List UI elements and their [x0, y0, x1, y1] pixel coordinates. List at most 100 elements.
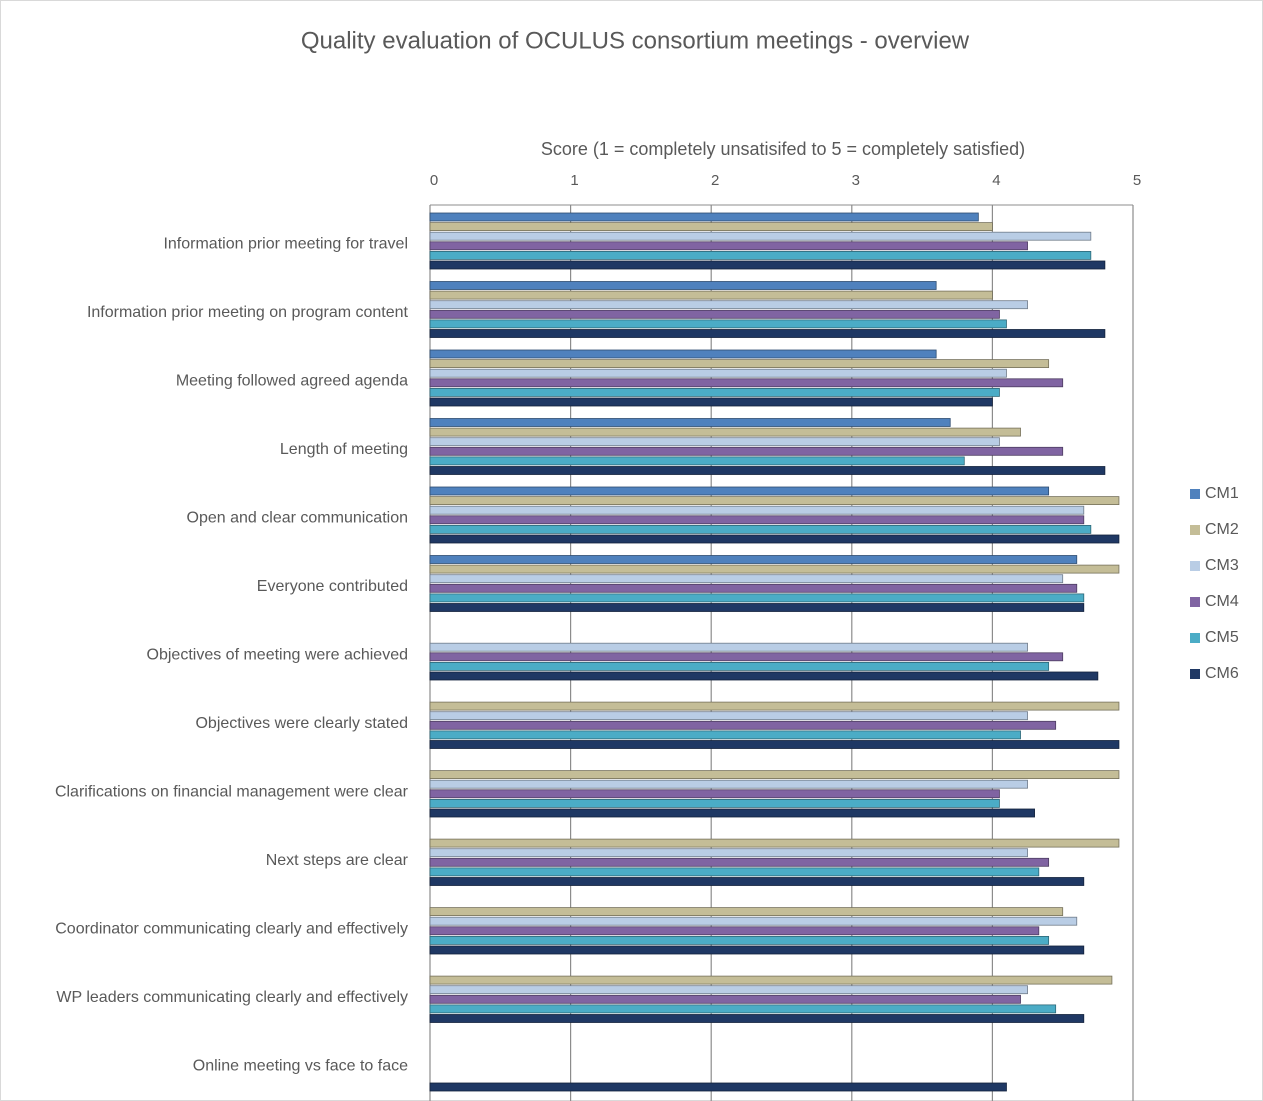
bar: [429, 711, 1028, 721]
y-tick-label: Next steps are clear: [266, 852, 409, 869]
bar: [429, 907, 1064, 916]
bar: [429, 515, 1085, 525]
bar: [429, 564, 1120, 574]
legend-label: CM5: [1205, 629, 1239, 646]
bar: [429, 212, 979, 222]
bar: [429, 808, 1035, 818]
y-tick-label: Objectives of meeting were achieved: [147, 646, 408, 663]
bar: [429, 740, 1120, 749]
y-tick-label: Length of meeting: [280, 441, 408, 458]
bar: [429, 387, 1000, 397]
bar: [429, 349, 937, 359]
y-tick-label: Online meeting vs face to face: [193, 1057, 408, 1074]
bar: [429, 642, 1028, 652]
bar: [429, 505, 1085, 515]
bar: [429, 1082, 1007, 1092]
bar: [429, 378, 1064, 388]
bar: [429, 418, 951, 427]
bar: [429, 975, 1113, 985]
y-tick-label: Meeting followed agreed agenda: [176, 372, 408, 389]
y-tick-label: Open and clear communication: [187, 509, 408, 526]
bar: [429, 486, 1050, 496]
legend-swatch: [1190, 561, 1200, 571]
legend-label: CM6: [1205, 665, 1239, 682]
legend-label: CM1: [1205, 485, 1239, 502]
bar: [429, 1004, 1057, 1014]
bar: [429, 848, 1028, 858]
bar: [429, 231, 1092, 241]
x-tick-label: 2: [711, 172, 719, 189]
bar: [429, 1014, 1085, 1023]
bar: [429, 427, 1021, 437]
bar: [429, 671, 1099, 681]
bar: [429, 466, 1106, 475]
bar: [429, 446, 1064, 456]
bar: [429, 857, 1050, 867]
bar: [429, 994, 1021, 1004]
bar: [429, 260, 1106, 270]
bar: [429, 936, 1050, 945]
bar: [429, 789, 1000, 799]
bar: [429, 319, 1007, 329]
bar: [429, 368, 1007, 378]
bar: [429, 779, 1028, 789]
legend-label: CM4: [1205, 593, 1239, 610]
y-tick-label: Coordinator communicating clearly and ef…: [55, 920, 408, 937]
bar: [429, 555, 1078, 564]
y-tick-label: Information prior meeting for travel: [163, 235, 408, 252]
legend-swatch: [1190, 669, 1200, 679]
bar: [429, 534, 1120, 544]
x-tick-label: 5: [1133, 172, 1141, 189]
bar: [429, 603, 1085, 612]
bar: [429, 222, 993, 232]
legend-label: CM3: [1205, 557, 1239, 574]
bar: [429, 720, 1057, 730]
bar: [429, 985, 1028, 995]
bar: [429, 300, 1028, 310]
legend-swatch: [1190, 597, 1200, 607]
bar: [429, 329, 1106, 338]
bar: [429, 456, 965, 466]
bar: [429, 496, 1120, 506]
bar: [429, 359, 1050, 369]
bar: [429, 593, 1085, 603]
legend-label: CM2: [1205, 521, 1239, 538]
x-tick-label: 3: [852, 172, 860, 189]
bar: [429, 770, 1120, 779]
bar: [429, 652, 1064, 662]
bar: [429, 574, 1064, 584]
y-tick-label: Objectives were clearly stated: [195, 715, 408, 732]
bar: [429, 281, 937, 290]
x-tick-label: 1: [570, 172, 578, 189]
legend-swatch: [1190, 489, 1200, 499]
bar: [429, 290, 993, 300]
bar: [429, 437, 1000, 447]
x-axis-title: Score (1 = completely unsatisifed to 5 =…: [541, 139, 1025, 159]
bar: [429, 662, 1050, 671]
y-tick-label: Information prior meeting on program con…: [87, 304, 409, 321]
bar: [429, 701, 1120, 711]
bar: [429, 525, 1092, 534]
x-tick-label: 4: [992, 172, 1000, 189]
bar: [429, 309, 1000, 319]
bar: [429, 945, 1085, 955]
bar: [429, 241, 1028, 251]
bar: [429, 867, 1040, 877]
y-tick-label: Everyone contributed: [257, 578, 408, 595]
bar: [429, 926, 1040, 936]
y-tick-label: Clarifications on financial management w…: [55, 783, 409, 800]
bar: [429, 916, 1078, 926]
legend-swatch: [1190, 633, 1200, 643]
bar: [429, 838, 1120, 848]
y-tick-label: WP leaders communicating clearly and eff…: [56, 989, 408, 1006]
bar: [429, 730, 1021, 740]
bar: [429, 583, 1078, 593]
bar: [429, 250, 1092, 260]
bar: [429, 397, 993, 407]
chart-title: Quality evaluation of OCULUS consortium …: [301, 27, 970, 54]
bar: [429, 799, 1000, 808]
bar: [429, 877, 1085, 886]
x-tick-label: 0: [430, 172, 438, 189]
legend-swatch: [1190, 525, 1200, 535]
